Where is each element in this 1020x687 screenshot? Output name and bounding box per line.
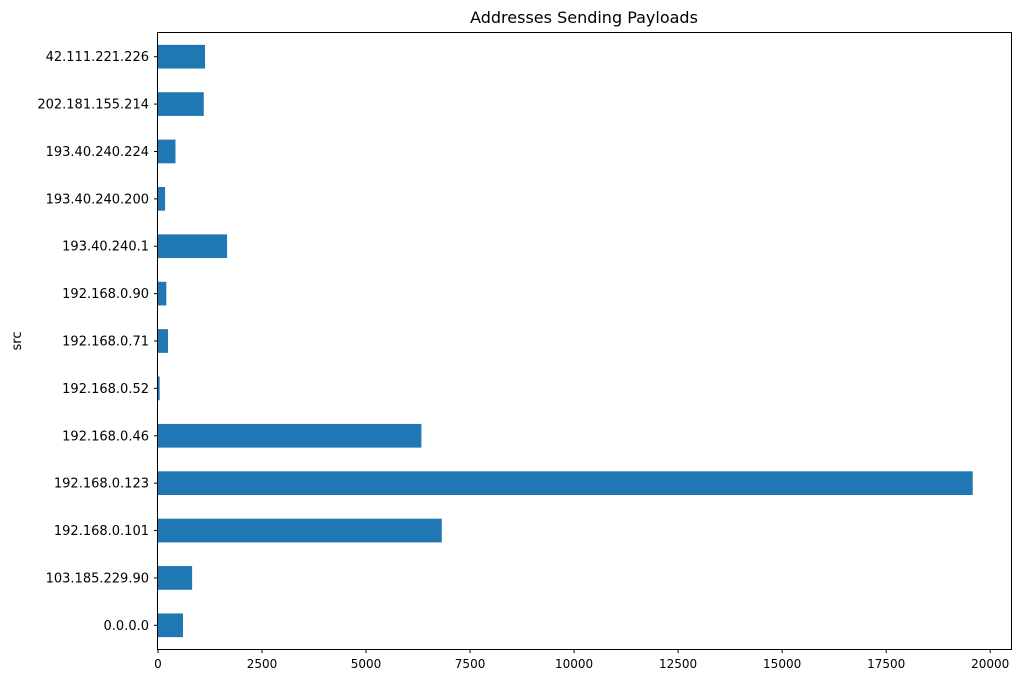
x-tick-label: 5000	[351, 657, 382, 671]
x-tick-label: 15000	[763, 657, 801, 671]
bar-192-168-0-71	[158, 329, 168, 353]
y-tick-label: 192.168.0.46	[62, 429, 149, 444]
bars-layer	[158, 44, 973, 638]
x-tick-label: 12500	[659, 657, 697, 671]
x-tick-label: 17500	[867, 657, 905, 671]
x-tick-label: 20000	[971, 657, 1009, 671]
bar-103-185-229-90	[158, 566, 193, 590]
plot-frame	[157, 32, 1012, 650]
x-ticks-layer: 0 2500 5000 7500 10000 12500 15000 17500 20000	[154, 649, 1009, 671]
y-tick-label: 192.168.0.90	[62, 287, 149, 302]
bar-192-168-0-46	[158, 423, 422, 448]
y-tick-label: 193.40.240.200	[46, 192, 149, 207]
y-tick-label: 193.40.240.224	[46, 145, 149, 160]
bar-192-168-0-123	[158, 471, 973, 495]
y-axis-label: src	[10, 332, 25, 351]
bar-193-40-240-200	[158, 187, 166, 211]
y-tick-label: 202.181.155.214	[37, 98, 149, 113]
y-tick-label: 0.0.0.0	[104, 619, 149, 634]
x-tick-label: 2500	[247, 657, 278, 671]
bar-192-168-0-101	[158, 518, 442, 543]
bar-192-168-0-52	[158, 376, 160, 401]
x-tick-label: 10000	[555, 657, 593, 671]
x-tick-label: 7500	[455, 657, 486, 671]
y-tick-label: 192.168.0.71	[62, 335, 149, 350]
bar-202-181-155-214	[158, 92, 204, 116]
bar-0-0-0-0	[158, 613, 183, 638]
bar-193-40-240-1	[158, 234, 228, 259]
x-tick-label: 0	[154, 657, 162, 671]
bar-42-111-221-226	[158, 44, 206, 69]
y-tick-label: 192.168.0.52	[62, 382, 149, 397]
y-tick-label: 192.168.0.123	[54, 477, 149, 492]
y-tick-label: 103.185.229.90	[46, 571, 149, 586]
bar-192-168-0-90	[158, 281, 167, 306]
bar-193-40-240-224	[158, 139, 176, 164]
chart-title: Addresses Sending Payloads	[470, 8, 698, 27]
y-tick-label: 193.40.240.1	[62, 240, 149, 255]
y-tick-label: 42.111.221.226	[46, 50, 149, 65]
y-tick-label: 192.168.0.101	[54, 524, 149, 539]
y-ticks-layer: 0.0.0.0 103.185.229.90 192.168.0.101 192.16…	[37, 50, 158, 634]
